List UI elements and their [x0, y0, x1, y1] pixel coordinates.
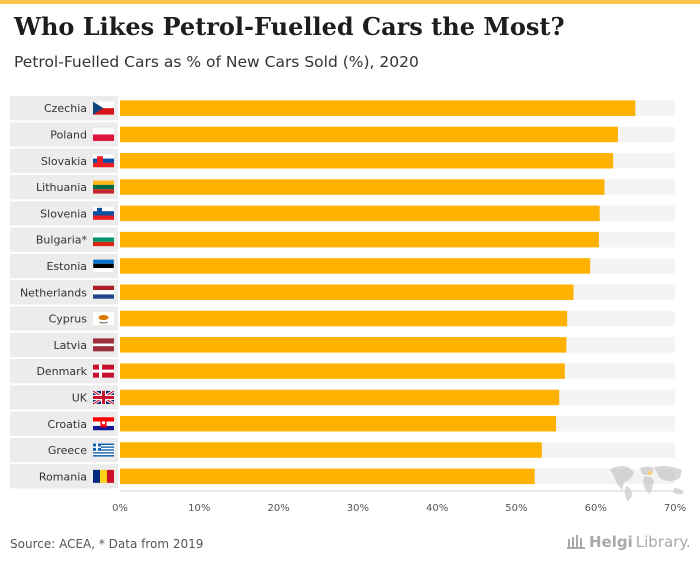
- chart-row: Poland: [10, 122, 675, 147]
- bar: [120, 337, 567, 353]
- denmark-flag-icon: [93, 364, 114, 378]
- chart-subtitle: Petrol-Fuelled Cars as % of New Cars Sol…: [14, 53, 419, 71]
- chart-row: Denmark: [10, 359, 675, 384]
- chart-title: Who Likes Petrol-Fuelled Cars the Most?: [14, 12, 565, 41]
- chart-row: Latvia: [10, 332, 675, 357]
- bar: [120, 416, 557, 432]
- source-note: Source: ACEA, * Data from 2019: [10, 537, 204, 551]
- x-tick-label: 30%: [347, 503, 369, 514]
- chart-row: UK: [10, 385, 675, 410]
- x-tick-label: 50%: [505, 503, 527, 514]
- estonia-flag-icon: [92, 259, 115, 273]
- category-label: Poland: [50, 128, 87, 141]
- category-label: Greece: [48, 444, 87, 457]
- category-label: Estonia: [47, 260, 88, 273]
- greece-flag-icon: [93, 443, 114, 457]
- category-label: Cyprus: [49, 313, 88, 326]
- bar: [120, 363, 565, 379]
- x-tick-label: 10%: [188, 503, 210, 514]
- bar: [120, 284, 574, 300]
- category-label: Czechia: [44, 102, 87, 115]
- helgi-library-logo: Helgi Library.: [566, 533, 691, 551]
- brand-name-bold: Helgi: [589, 533, 633, 551]
- czech-flag-icon: [93, 101, 114, 115]
- library-building-icon: [567, 535, 585, 549]
- top-accent-bar: [0, 0, 700, 4]
- chart-row: Cyprus: [10, 306, 675, 331]
- bar: [120, 442, 542, 458]
- category-label: Slovakia: [41, 155, 87, 168]
- world-map-icon: [610, 466, 684, 502]
- category-label: Romania: [39, 470, 87, 483]
- chart-row: Netherlands: [10, 280, 675, 305]
- bar: [120, 231, 599, 248]
- romania-flag-icon: [93, 469, 114, 483]
- category-label: Croatia: [47, 418, 87, 431]
- bulgaria-flag-icon: [93, 233, 114, 247]
- croatia-flag-icon: [93, 417, 114, 431]
- cyprus-flag-icon: [93, 312, 114, 326]
- slovenia-flag-icon: [93, 206, 114, 220]
- x-tick-label: 0%: [112, 503, 128, 514]
- bar: [120, 126, 618, 143]
- chart-row: Lithuania: [10, 174, 675, 200]
- latvia-flag-icon: [93, 338, 114, 352]
- category-label: Bulgaria*: [36, 234, 88, 247]
- chart-row: Bulgaria*: [10, 227, 675, 252]
- chart-row: Greece: [10, 437, 675, 463]
- bar: [120, 205, 600, 222]
- slovakia-flag-icon: [93, 154, 114, 168]
- europe-highlight-marker: [647, 470, 653, 476]
- brand-name-light: Library.: [635, 533, 691, 551]
- bar: [120, 389, 560, 406]
- category-label: Netherlands: [20, 286, 87, 299]
- category-label: Denmark: [36, 365, 87, 378]
- bar: [120, 153, 614, 169]
- x-tick-label: 20%: [267, 503, 289, 514]
- chart-row: Czechia: [10, 96, 675, 121]
- chart-row: Slovenia: [10, 201, 675, 226]
- uk-flag-icon: [92, 389, 115, 406]
- netherlands-flag-icon: [93, 285, 114, 299]
- poland-flag-icon: [93, 127, 114, 141]
- bar: [120, 179, 605, 195]
- lithuania-flag-icon: [93, 180, 114, 194]
- chart-row: Croatia: [10, 411, 675, 436]
- category-label: Latvia: [54, 339, 88, 352]
- bar: [120, 468, 535, 485]
- bar: [120, 100, 636, 116]
- x-tick-label: 70%: [664, 503, 686, 514]
- x-tick-label: 60%: [585, 503, 607, 514]
- chart-row: Estonia: [10, 253, 675, 279]
- category-label: Lithuania: [36, 181, 87, 194]
- x-tick-label: 40%: [426, 503, 448, 514]
- category-label: Slovenia: [40, 207, 87, 220]
- chart-row: Slovakia: [10, 148, 675, 173]
- bar: [120, 310, 568, 327]
- bar: [120, 258, 591, 274]
- chart-row: Romania: [10, 464, 675, 489]
- category-label: UK: [72, 391, 88, 404]
